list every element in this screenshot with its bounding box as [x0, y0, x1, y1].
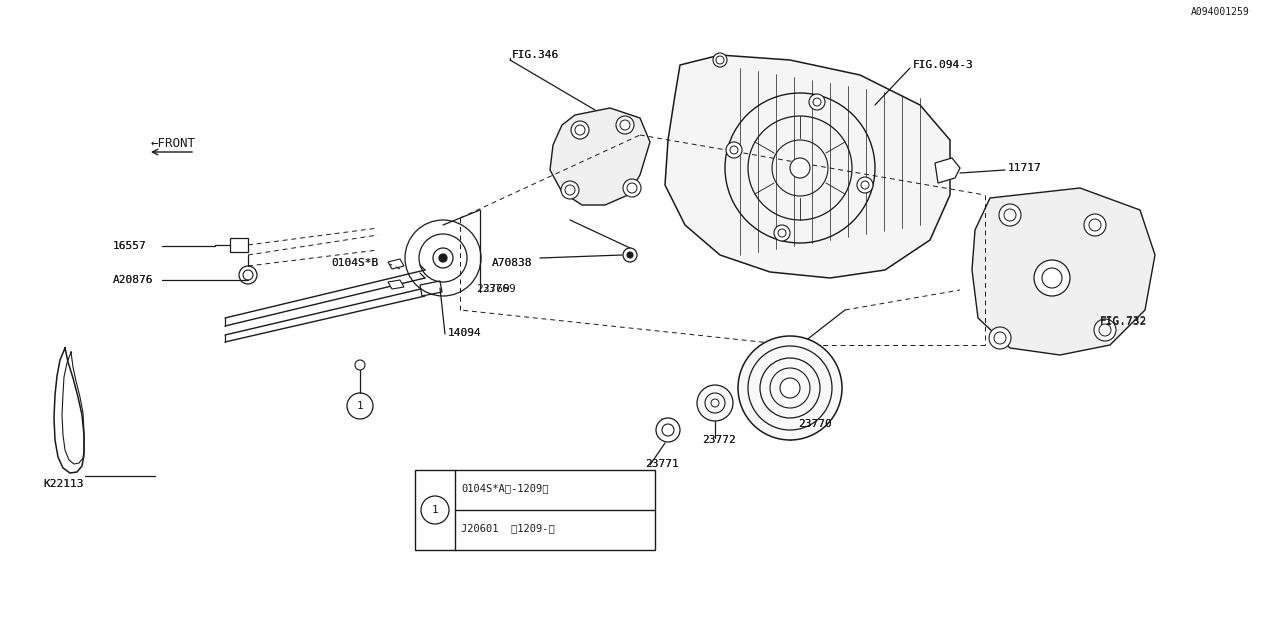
Text: 0104S*B: 0104S*B [332, 258, 379, 268]
Text: 11717: 11717 [1009, 163, 1042, 173]
Circle shape [698, 385, 733, 421]
Text: FIG.346: FIG.346 [512, 50, 559, 60]
Text: 0104S*B: 0104S*B [332, 258, 379, 268]
Text: FIG.094-3: FIG.094-3 [913, 60, 974, 70]
Polygon shape [934, 158, 960, 183]
Bar [415, 470, 655, 550]
Polygon shape [550, 108, 650, 205]
Text: 1: 1 [431, 505, 438, 515]
Polygon shape [388, 280, 404, 289]
Text: A20876: A20876 [113, 275, 154, 285]
Circle shape [1034, 260, 1070, 296]
Text: A20876: A20876 [113, 275, 154, 285]
Polygon shape [972, 188, 1155, 355]
Text: 23769: 23769 [476, 284, 509, 294]
Circle shape [998, 204, 1021, 226]
Text: A094001259: A094001259 [1192, 7, 1251, 17]
Circle shape [809, 94, 826, 110]
Circle shape [774, 225, 790, 241]
Text: 16557: 16557 [113, 241, 147, 251]
Text: 23772: 23772 [701, 435, 736, 445]
Text: ←FRONT: ←FRONT [151, 136, 196, 150]
Circle shape [571, 121, 589, 139]
Circle shape [662, 424, 675, 436]
Polygon shape [666, 55, 950, 278]
Circle shape [858, 177, 873, 193]
Circle shape [623, 179, 641, 197]
Circle shape [989, 327, 1011, 349]
Text: 16557: 16557 [113, 241, 147, 251]
Circle shape [726, 142, 742, 158]
Polygon shape [420, 281, 442, 296]
Text: 23771: 23771 [645, 459, 678, 469]
Text: K22113: K22113 [44, 479, 83, 489]
Text: 14094: 14094 [448, 328, 481, 338]
Circle shape [355, 360, 365, 370]
Text: 11717: 11717 [1009, 163, 1042, 173]
Bar [230, 238, 248, 252]
Text: FIG.346: FIG.346 [512, 50, 559, 60]
Circle shape [1094, 319, 1116, 341]
Text: 23770: 23770 [797, 419, 832, 429]
Text: K22113: K22113 [44, 479, 83, 489]
Circle shape [713, 53, 727, 67]
Text: FIG.094-3: FIG.094-3 [913, 60, 974, 70]
Text: J20601  〈1209-〉: J20601 〈1209-〉 [461, 523, 554, 533]
Text: 23771: 23771 [645, 459, 678, 469]
Circle shape [623, 248, 637, 262]
Text: 1: 1 [357, 401, 364, 411]
Circle shape [439, 254, 447, 262]
Text: FIG.732: FIG.732 [1100, 316, 1147, 326]
Circle shape [657, 418, 680, 442]
Text: A70838: A70838 [492, 258, 532, 268]
Polygon shape [388, 259, 404, 269]
Text: 23770: 23770 [797, 419, 832, 429]
Circle shape [790, 158, 810, 178]
Text: 14094: 14094 [448, 328, 481, 338]
Circle shape [780, 378, 800, 398]
Text: 0104S*A〈-1209〉: 0104S*A〈-1209〉 [461, 483, 549, 493]
Circle shape [1084, 214, 1106, 236]
Text: 23769: 23769 [483, 284, 516, 294]
Text: 23772: 23772 [701, 435, 736, 445]
Text: A70838: A70838 [492, 258, 532, 268]
Circle shape [616, 116, 634, 134]
Circle shape [739, 336, 842, 440]
Circle shape [561, 181, 579, 199]
Text: FIG.732: FIG.732 [1100, 317, 1147, 327]
Circle shape [627, 252, 634, 258]
Circle shape [710, 399, 719, 407]
